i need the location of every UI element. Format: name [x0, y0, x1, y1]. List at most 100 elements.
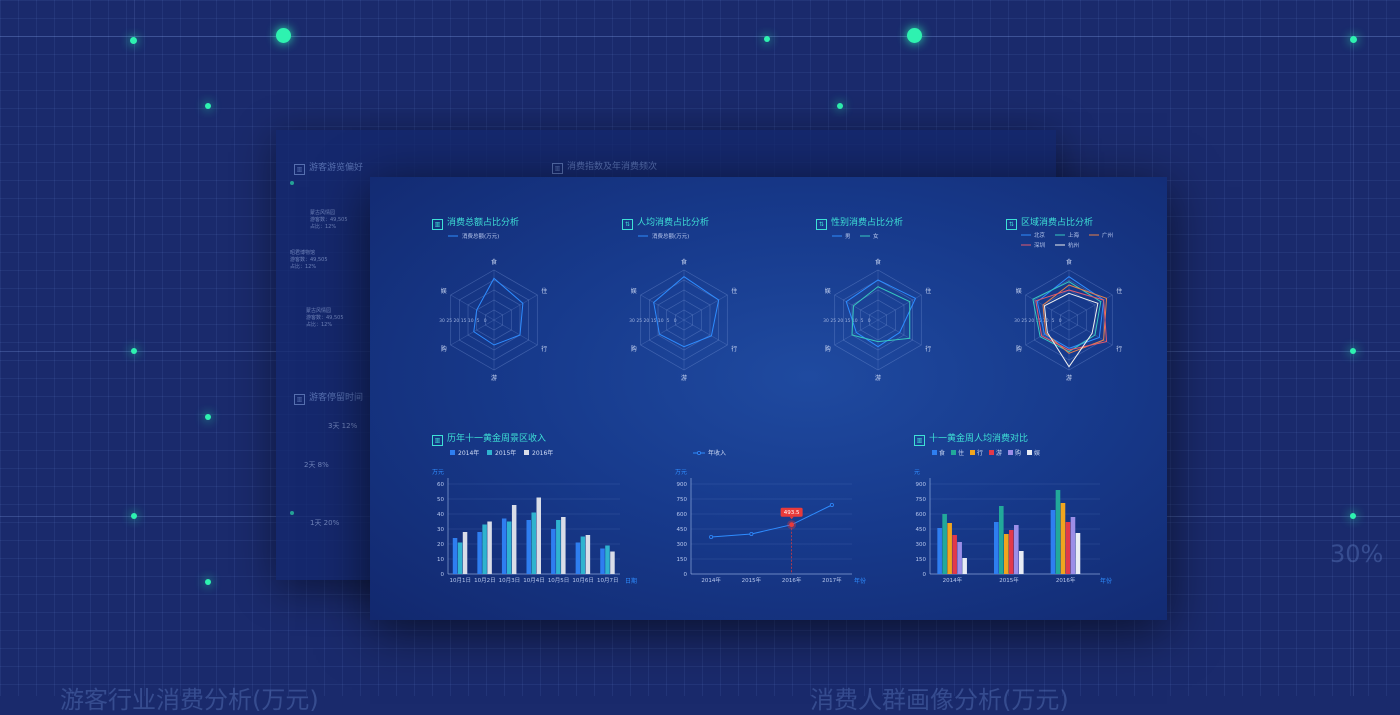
radar-scale-label: 15	[461, 318, 467, 324]
node-dot	[276, 28, 291, 43]
radar-axis-label: 食	[491, 258, 497, 266]
x-tick-label: 10月4日	[523, 577, 545, 584]
legend-swatch	[932, 450, 937, 455]
radar-axis-label: 游	[491, 374, 497, 382]
radar-ring	[666, 299, 702, 341]
y-unit-label: 元	[914, 469, 920, 476]
chart-icon: ⇅	[1006, 219, 1017, 230]
x-tick-label: 2015年	[999, 576, 1019, 584]
bar	[561, 517, 566, 574]
x-tick-label: 2014年	[943, 576, 963, 584]
radar-axis-label: 住	[541, 287, 547, 295]
radar-scale-label: 30	[823, 318, 829, 324]
radar-axis-label: 购	[631, 345, 637, 353]
panel-title: ▥ 游客游览偏好	[294, 160, 363, 175]
legend-swatch	[1008, 450, 1013, 455]
radar-axis-label: 娱	[1016, 287, 1022, 295]
chart-icon: ▥	[294, 164, 305, 175]
radar-spoke	[834, 294, 879, 321]
title-text: 游客停留时间	[309, 393, 364, 403]
legend-label: 年收入	[708, 449, 726, 457]
radar-scale-label: 10	[658, 318, 664, 324]
bar	[600, 548, 605, 574]
radar-axis-label: 购	[1016, 345, 1022, 353]
bar	[462, 532, 468, 574]
x-tick-label: 10月7日	[597, 577, 619, 584]
y-tick-label: 300	[677, 542, 688, 548]
radar-scale-label: 30	[439, 318, 445, 324]
chart-icon: ▥	[432, 435, 443, 446]
node-dot	[205, 414, 211, 420]
title-text: 历年十一黄金周景区收入	[447, 434, 547, 444]
radar-ring	[860, 299, 896, 341]
title-text: 消费总额占比分析	[447, 218, 520, 228]
radar-series-polygon	[1032, 281, 1102, 353]
radar-ring	[484, 309, 504, 331]
bar-title: ▥ 历年十一黄金周景区收入	[432, 431, 546, 446]
highlight-label: 493.5	[784, 510, 800, 516]
bar	[947, 523, 952, 574]
chart-icon: ▥	[294, 394, 305, 405]
legend-label: 北京	[1034, 231, 1046, 239]
y-tick-label: 300	[916, 542, 927, 548]
node-dot	[130, 37, 137, 44]
legend-label: 2016年	[532, 449, 553, 457]
radar-ring	[1051, 299, 1087, 341]
y-tick-label: 60	[437, 482, 444, 488]
bar	[1070, 517, 1076, 574]
bar	[957, 542, 962, 574]
legend-label: 消费总额(万元)	[652, 232, 689, 240]
radar-axis-label: 行	[1116, 345, 1122, 353]
radar-scale-label: 0	[674, 318, 677, 324]
radar-spoke	[450, 294, 495, 321]
y-tick-label: 900	[916, 482, 927, 488]
radar-ring	[1059, 309, 1079, 331]
radar-series-polygon	[653, 276, 720, 348]
bar	[1004, 534, 1009, 574]
legend-marker	[696, 450, 701, 455]
legend-swatch	[970, 450, 975, 455]
radar-spoke	[1068, 319, 1113, 346]
node-dot	[205, 579, 211, 585]
radar-scale-label: 0	[868, 318, 871, 324]
title-text: 区域消费占比分析	[1021, 218, 1094, 228]
bar	[585, 535, 591, 574]
x-tick-label: 10月2日	[474, 577, 496, 584]
node-dot	[131, 348, 137, 354]
radar-axis-label: 住	[1116, 287, 1122, 295]
radar-ring	[450, 269, 538, 371]
radar-ring	[834, 269, 922, 371]
radar-spoke	[640, 319, 685, 346]
radar-spoke	[493, 319, 538, 346]
title-text: 十一黄金周人均消费对比	[929, 434, 1029, 444]
radar-series-polygon	[1035, 289, 1108, 351]
radar-spoke	[1068, 294, 1113, 321]
front-dashboard-panel: ▥ 消费总额占比分析 ⇅ 人均消费占比分析 ⇅ 性别消费占比分析 ⇅ 区域消费占比分析 …	[370, 177, 1167, 620]
y-tick-label: 50	[437, 497, 444, 503]
node-dot	[1350, 36, 1357, 43]
bar	[1065, 522, 1071, 574]
outer-bottom-left-title: 游客行业消费分析(万元)	[60, 686, 319, 714]
chart-icon: ▥	[552, 163, 563, 174]
radar-ring	[868, 309, 888, 331]
bar	[536, 497, 541, 574]
bar	[610, 551, 615, 574]
radar-series-polygon	[473, 277, 524, 346]
bar	[452, 538, 458, 574]
radar-axis-label: 娱	[441, 287, 447, 295]
legend-swatch	[524, 450, 529, 455]
radar-title: ⇅ 性别消费占比分析	[816, 215, 903, 230]
radar-spoke	[450, 319, 495, 346]
radar-scale-label: 10	[852, 318, 858, 324]
x-tick-label: 2014年	[701, 576, 721, 584]
radar-spoke	[683, 319, 728, 346]
outer-percent: 30%	[1330, 540, 1384, 568]
legend-swatch	[951, 450, 956, 455]
legend-label: 2014年	[458, 449, 479, 457]
bar	[580, 536, 586, 574]
radar-ring	[640, 269, 728, 371]
radar-title: ▥ 消费总额占比分析	[432, 215, 519, 230]
legend-swatch	[487, 450, 492, 455]
outer-bottom-right-title: 消费人群画像分析(万元)	[810, 686, 1069, 714]
radar-spoke	[640, 294, 685, 321]
